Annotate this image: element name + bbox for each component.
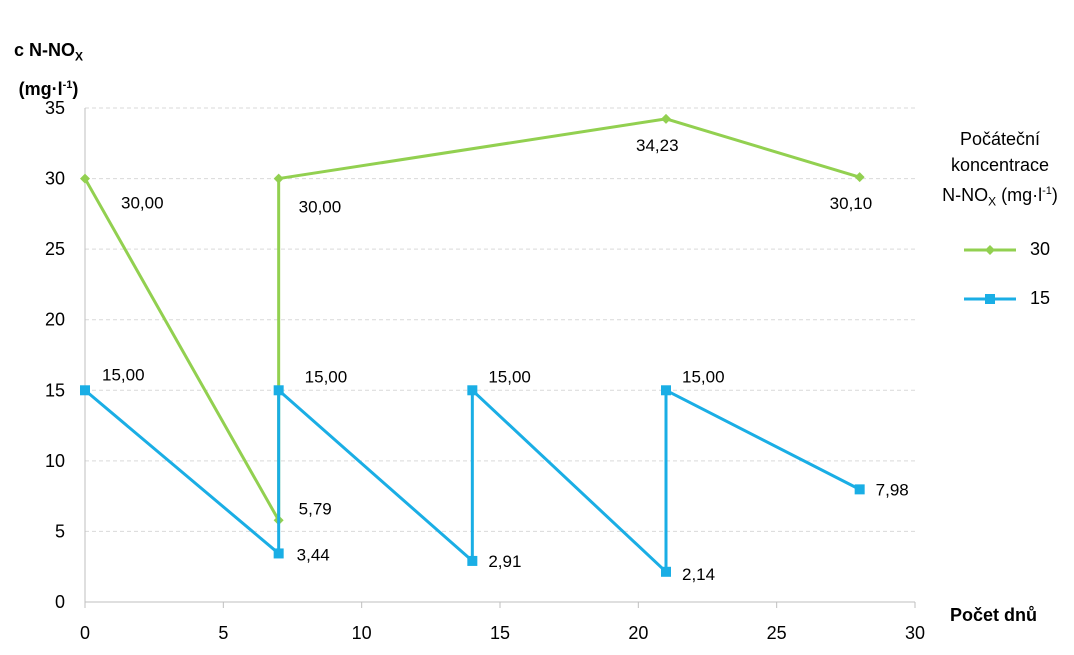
x-tick-label: 30	[905, 623, 925, 643]
data-point	[80, 385, 90, 396]
legend-item-15: 15	[960, 287, 1074, 311]
y-tick-label: 25	[45, 239, 65, 259]
x-tick-label: 20	[628, 623, 648, 643]
data-label: 30,00	[121, 194, 164, 213]
x-tick-label: 0	[80, 623, 90, 643]
data-label: 15,00	[488, 367, 531, 386]
y-tick-label: 5	[55, 521, 65, 541]
y-tick-label: 10	[45, 451, 65, 471]
data-point	[467, 385, 478, 396]
data-label: 2,91	[488, 552, 521, 571]
data-point	[661, 113, 671, 124]
y-tick-label: 20	[45, 310, 65, 330]
legend-item-30: 30	[960, 238, 1074, 262]
y-tick-label: 15	[45, 380, 65, 400]
x-tick-label: 5	[218, 623, 228, 643]
data-point	[854, 172, 865, 183]
x-tick-label: 25	[767, 623, 787, 643]
x-tick-label: 10	[352, 623, 372, 643]
legend: Počáteční koncentrace N-NOX (mg·l-1) 30 …	[920, 126, 1074, 308]
data-label: 3,44	[297, 545, 330, 564]
data-point	[661, 385, 671, 396]
data-label: 15,00	[682, 367, 725, 386]
data-label: 34,23	[636, 136, 679, 155]
data-label: 30,00	[299, 198, 342, 217]
x-axis-label: Počet dnů	[950, 605, 1038, 625]
data-point	[467, 555, 478, 566]
data-point	[854, 484, 865, 495]
y-tick-label: 35	[45, 98, 65, 118]
y-tick-label: 30	[45, 169, 65, 189]
series-line-15	[84, 388, 861, 574]
data-point	[273, 548, 284, 559]
data-point	[273, 385, 284, 396]
data-point	[661, 566, 671, 577]
data-point	[80, 173, 90, 184]
y-axis-label: c N-NOX (mg·l-1)	[14, 40, 84, 99]
x-tick-label: 15	[490, 623, 510, 643]
data-point	[273, 173, 284, 184]
data-label: 7,98	[876, 480, 909, 499]
data-label: 5,79	[299, 499, 332, 518]
data-label: 2,14	[682, 565, 715, 584]
data-label: 30,10	[830, 194, 873, 213]
legend-title: Počáteční koncentrace N-NOX (mg·l-1)	[942, 129, 1058, 209]
y-tick-label: 0	[55, 592, 65, 612]
data-label: 15,00	[102, 365, 145, 384]
data-label: 15,00	[305, 367, 348, 386]
